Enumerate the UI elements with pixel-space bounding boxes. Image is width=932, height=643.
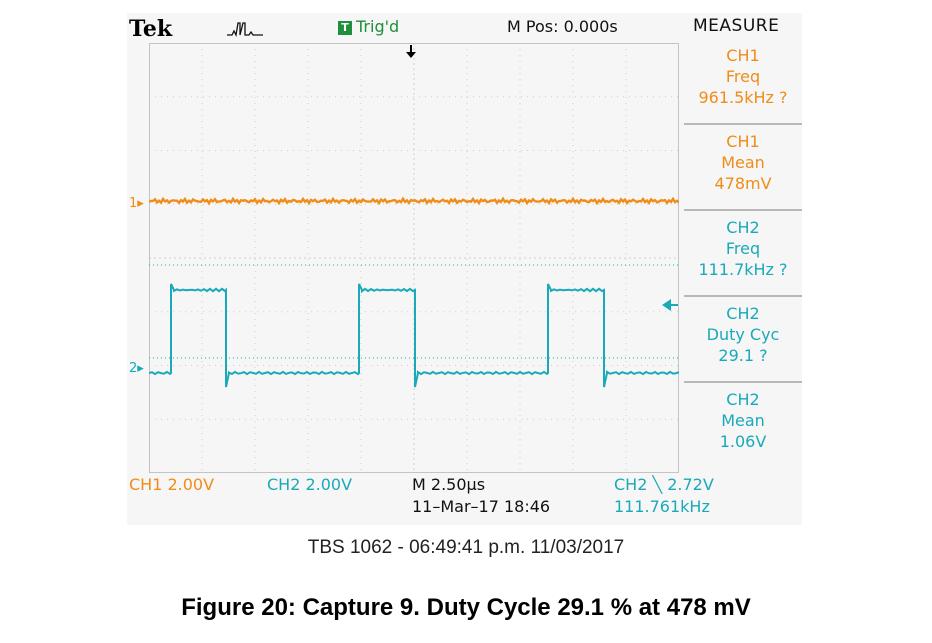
trigger-status-icon: T: [338, 21, 352, 35]
measure-title: MEASURE: [693, 16, 780, 36]
measurement-type: Mean: [721, 153, 765, 172]
ch2-trace: [149, 283, 679, 388]
measurement-channel: CH2: [726, 390, 760, 409]
ch2-scale: CH2 2.00V: [267, 475, 353, 494]
trigger-status: Trig'd: [356, 17, 400, 36]
graticule-border: [149, 43, 679, 473]
ch1-ground-marker: 1▸: [129, 196, 144, 211]
measurement-ch1-freq[interactable]: CH1 Freq 961.5kHz ?: [684, 43, 802, 125]
measurement-value: 111.7kHz ?: [698, 260, 788, 279]
measure-panel: CH1 Freq 961.5kHz ? CH1 Mean 478mV CH2 F…: [684, 43, 802, 473]
measurement-channel: CH1: [726, 46, 760, 65]
capture-datetime: 11–Mar–17 18:46: [412, 497, 551, 516]
trigger-frequency: 111.761kHz: [614, 497, 710, 516]
ch2-ground-marker: 2▸: [129, 361, 144, 376]
measurement-value: 478mV: [714, 174, 772, 193]
waveform-graticule: [149, 43, 679, 473]
trigger-level-arrow-icon: [662, 299, 678, 311]
oscilloscope-screen: Tek T Trig'd M Pos: 0.000s MEASURE 1▸ 2▸…: [127, 13, 802, 525]
measurement-ch2-freq[interactable]: CH2 Freq 111.7kHz ?: [684, 215, 802, 297]
brand-logo: Tek: [129, 16, 173, 42]
measurement-channel: CH2: [726, 218, 760, 237]
ch1-trace: [149, 196, 679, 206]
acquisition-mode-icon: [227, 22, 263, 37]
measurement-channel: CH2: [726, 304, 760, 323]
figure-caption: Figure 20: Capture 9. Duty Cycle 29.1 % …: [181, 594, 751, 621]
measurement-ch2-duty-cycle[interactable]: CH2 Duty Cyc 29.1 ?: [684, 301, 802, 383]
graticule-grid: [149, 43, 679, 473]
scope-header: Tek T Trig'd M Pos: 0.000s MEASURE: [127, 13, 802, 43]
ch1-scale: CH1 2.00V: [129, 475, 215, 494]
measurement-value: 1.06V: [719, 432, 767, 451]
measurement-ch2-mean[interactable]: CH2 Mean 1.06V: [684, 387, 802, 469]
measurement-type: Mean: [721, 411, 765, 430]
measurement-type: Freq: [725, 67, 761, 86]
main-position: M Pos: 0.000s: [507, 17, 618, 36]
measurement-value: 29.1 ?: [718, 346, 768, 365]
measurement-type: Freq: [725, 239, 761, 258]
measurement-ch1-mean[interactable]: CH1 Mean 478mV: [684, 129, 802, 211]
measurement-channel: CH1: [726, 132, 760, 151]
scope-footer: CH1 2.00V CH2 2.00V M 2.50µs 11–Mar–17 1…: [127, 473, 802, 525]
measurement-value: 961.5kHz ?: [698, 88, 788, 107]
trigger-setting: CH2 ╲ 2.72V: [614, 475, 714, 494]
timebase: M 2.50µs: [412, 475, 486, 494]
instrument-caption: TBS 1062 - 06:49:41 p.m. 11/03/2017: [307, 537, 625, 558]
trigger-position-arrow-icon: [406, 45, 416, 58]
measurement-type: Duty Cyc: [706, 325, 780, 344]
